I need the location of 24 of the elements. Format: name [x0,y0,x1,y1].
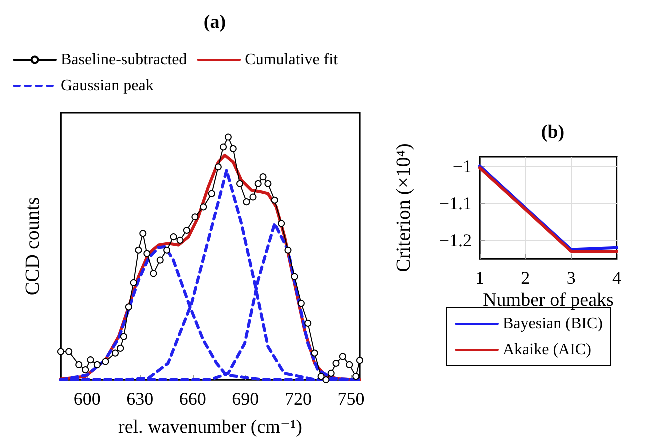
x-tick-label: 720 [284,389,312,409]
x-axis-title: Number of peaks [483,290,614,311]
x-tick-label: 3 [566,268,576,288]
x-axis-title: rel. wavenumber (cm⁻¹) [118,417,303,438]
x-tick-label: 2 [521,268,530,288]
legend-label: Gaussian peak [61,78,154,94]
y-axis-title: Criterion (×10⁴) [393,144,415,272]
legend-label: Bayesian (BIC) [503,316,603,332]
chart-title: (b) [541,122,565,143]
y-tick-label: −1 [452,156,472,176]
chart-title: (a) [204,12,226,33]
y-axis-title: CCD counts [22,197,44,296]
y-tick-label: −1.2 [439,230,472,250]
x-tick-label: 600 [74,389,101,409]
x-tick-label: 660 [179,389,206,409]
x-tick-label: 750 [338,389,365,409]
x-tick-label: 690 [232,389,260,409]
legend-label: Cumulative fit [245,52,339,68]
x-tick-label: 4 [612,268,622,288]
x-tick-label: 630 [126,389,154,409]
legend-label: Baseline-subtracted [61,52,188,68]
y-tick-label: −1.1 [439,193,472,214]
legend-label: Akaike (AIC) [503,342,592,358]
x-tick-label: 1 [476,268,484,288]
